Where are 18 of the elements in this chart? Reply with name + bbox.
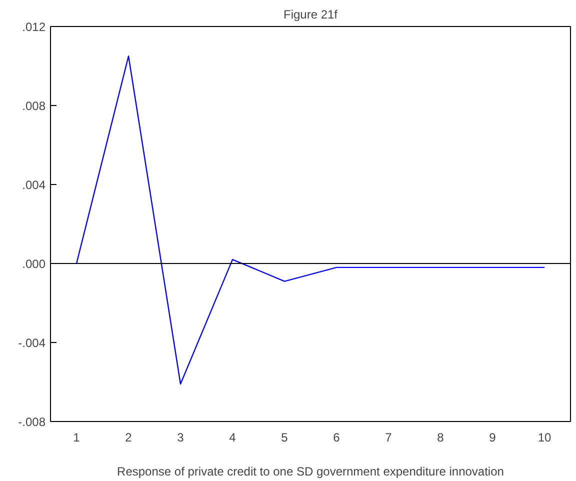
y-tick-label: -.008 (18, 415, 46, 429)
y-tick-label: .000 (22, 257, 46, 271)
chart-title: Figure 21f (283, 8, 338, 22)
x-tick-label: 3 (177, 430, 184, 444)
x-tick-label: 1 (73, 430, 80, 444)
x-tick-label: 2 (125, 430, 132, 444)
y-tick-label: .008 (22, 99, 46, 113)
x-tick-label: 9 (489, 430, 496, 444)
x-tick-label: 4 (229, 430, 236, 444)
x-tick-label: 8 (437, 430, 444, 444)
x-tick-label: 10 (538, 430, 552, 444)
x-tick-label: 7 (385, 430, 392, 444)
y-tick-label: .004 (22, 178, 46, 192)
y-tick-label: .012 (22, 20, 46, 34)
x-tick-label: 6 (333, 430, 340, 444)
x-tick-label: 5 (281, 430, 288, 444)
x-axis-title: Response of private credit to one SD government expenditure innovation (117, 464, 504, 478)
y-tick-label: -.004 (18, 336, 46, 350)
